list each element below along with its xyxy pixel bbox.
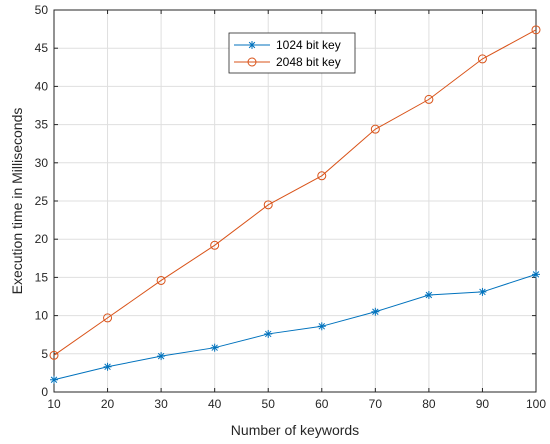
data-point — [531, 25, 541, 35]
data-point — [532, 270, 540, 279]
series-1 — [50, 270, 540, 384]
y-tick-label: 40 — [35, 79, 49, 93]
y-tick-label: 50 — [35, 3, 49, 17]
data-point — [424, 290, 433, 299]
y-tick-label: 25 — [35, 194, 49, 208]
data-point — [370, 124, 380, 134]
y-tick-label: 15 — [35, 270, 49, 284]
x-tick-label: 10 — [47, 397, 61, 411]
series-line — [53, 29, 537, 356]
x-tick-label: 60 — [315, 397, 329, 411]
y-tick-label: 30 — [35, 156, 49, 170]
x-tick-label: 90 — [476, 397, 490, 411]
legend-box — [228, 32, 356, 74]
legend-label: 1024 bit key — [276, 38, 341, 52]
data-point — [477, 54, 487, 64]
y-tick-label: 45 — [35, 41, 49, 55]
legend-marker — [247, 57, 257, 67]
x-tick-label: 30 — [154, 397, 168, 411]
x-tick-label: 100 — [526, 397, 546, 411]
series-line — [53, 273, 537, 381]
data-point — [263, 200, 273, 210]
x-tick-label: 20 — [101, 397, 115, 411]
legend-item-1: 1024 bit key — [234, 38, 341, 52]
y-tick-label: 10 — [35, 309, 49, 323]
data-point — [50, 375, 58, 384]
data-point — [157, 352, 166, 361]
x-tick-label: 50 — [262, 397, 276, 411]
x-tick-label: 70 — [369, 397, 383, 411]
legend-marker — [248, 41, 256, 49]
axis-ticks: 10 20 30 40 50 60 70 80 90 100 0 5 10 15 20 25 30 35 40 45 5… — [35, 3, 547, 411]
y-tick-label: 20 — [35, 232, 49, 246]
data-point — [49, 350, 59, 360]
series-2 — [49, 25, 541, 360]
y-axis-label: Execution time in Milliseconds — [9, 108, 25, 295]
legend-label: 2048 bit key — [276, 55, 341, 69]
data-point — [371, 307, 380, 316]
y-tick-label: 5 — [41, 347, 48, 361]
legend: 1024 bit key 2048 bit key — [228, 32, 356, 74]
y-tick-label: 0 — [41, 385, 48, 399]
series-layer — [49, 25, 541, 384]
data-point — [156, 275, 166, 285]
data-point — [103, 313, 113, 323]
x-tick-label: 40 — [208, 397, 222, 411]
data-point — [264, 329, 273, 338]
data-point — [317, 171, 327, 181]
data-point — [478, 287, 487, 296]
data-point — [210, 240, 220, 250]
y-tick-label: 35 — [35, 118, 49, 132]
data-point — [103, 362, 112, 371]
data-point — [210, 343, 219, 352]
x-tick-label: 80 — [422, 397, 436, 411]
x-axis-label: Number of keywords — [231, 422, 359, 438]
data-point — [424, 94, 434, 104]
legend-item-2: 2048 bit key — [234, 55, 341, 69]
data-point — [317, 322, 326, 331]
